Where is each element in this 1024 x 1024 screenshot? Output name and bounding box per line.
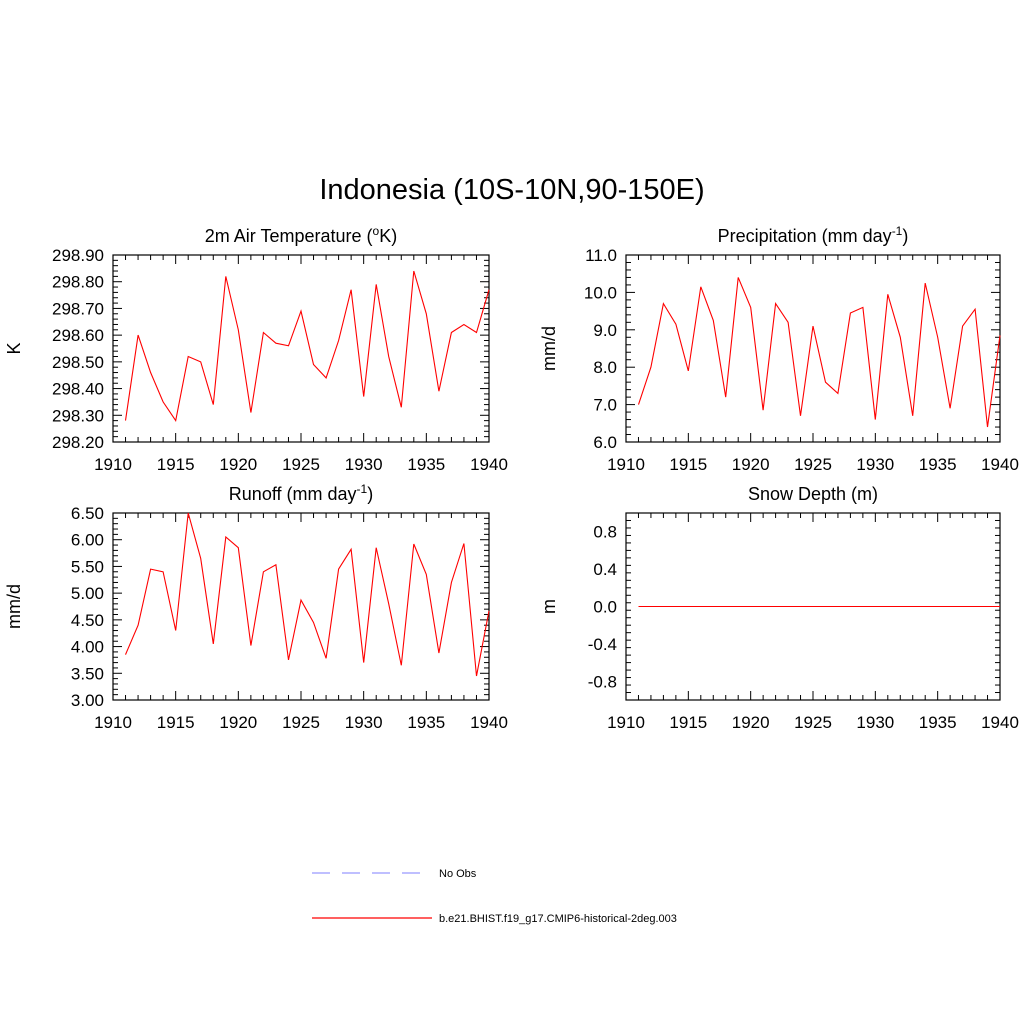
figure-title: Indonesia (10S-10N,90-150E) — [319, 174, 705, 206]
y-tick-label: -0.4 — [588, 635, 617, 654]
panel-title-end: ) — [367, 484, 373, 504]
x-tick-label: 1915 — [669, 713, 707, 732]
y-axis-label: mm/d — [539, 326, 559, 371]
legend: No Obs b.e21.BHIST.f19_g17.CMIP6-historic… — [312, 868, 677, 925]
y-tick-label: -0.8 — [588, 672, 617, 691]
panel-title-end: K) — [379, 226, 397, 246]
y-tick-label: 298.70 — [52, 299, 104, 318]
y-tick-label: 0.0 — [593, 598, 617, 617]
x-tick-label: 1920 — [219, 713, 257, 732]
y-axis-label: K — [4, 342, 24, 354]
y-tick-label: 298.60 — [52, 326, 104, 345]
y-tick-label: 6.00 — [71, 531, 104, 550]
x-tick-label: 1940 — [981, 455, 1019, 474]
panel-title-main: Snow Depth (m) — [748, 484, 878, 504]
y-tick-label: 298.20 — [52, 433, 104, 452]
x-tick-label: 1935 — [407, 455, 445, 474]
panel-title-main: 2m Air Temperature ( — [205, 226, 373, 246]
y-tick-label: 0.8 — [593, 523, 617, 542]
panel-title-main: Precipitation (mm day — [718, 226, 892, 246]
panel-title-superscript: o — [373, 224, 380, 238]
y-tick-label: 298.40 — [52, 380, 104, 399]
y-tick-label: 8.0 — [593, 358, 617, 377]
x-tick-label: 1910 — [607, 713, 645, 732]
x-tick-label: 1925 — [282, 713, 320, 732]
x-tick-label: 1920 — [732, 713, 770, 732]
y-tick-label: 298.30 — [52, 406, 104, 425]
y-tick-label: 6.50 — [71, 504, 104, 523]
x-tick-label: 1930 — [345, 455, 383, 474]
panel-title: 2m Air Temperature (oK) — [205, 224, 397, 246]
x-tick-label: 1925 — [794, 455, 832, 474]
x-tick-label: 1930 — [856, 455, 894, 474]
y-tick-label: 11.0 — [585, 246, 617, 265]
panel-title: Snow Depth (m) — [748, 484, 878, 504]
y-axis-label: m — [539, 599, 559, 614]
y-tick-label: 4.00 — [71, 638, 104, 657]
y-tick-label: 9.0 — [593, 321, 617, 340]
panel-title: Runoff (mm day-1) — [229, 482, 373, 504]
legend-label: No Obs — [439, 868, 477, 880]
chart-panel-2: 1910 1915 1920 1925 1930 1935 1940 6.0 7.0 8.0 9.0… — [539, 224, 1019, 474]
x-tick-label: 1915 — [157, 455, 195, 474]
y-tick-label: 298.80 — [52, 273, 104, 292]
chart-panel-3: 1910 1915 1920 1925 1930 1935 1940 3.00 3.50 4.00… — [4, 482, 508, 732]
y-tick-label: 10.0 — [584, 283, 617, 302]
panel-title-end: ) — [902, 226, 908, 246]
y-tick-label: 3.00 — [71, 691, 104, 710]
y-axis-label: mm/d — [4, 584, 24, 629]
x-tick-label: 1915 — [157, 713, 195, 732]
x-tick-label: 1920 — [732, 455, 770, 474]
y-tick-label: 298.90 — [52, 246, 104, 265]
panel-title-superscript: -1 — [357, 482, 368, 496]
plot-frame — [112, 254, 490, 443]
chart-panel-4: 1910 1915 1920 1925 1930 1935 1940 -0.8 -0.4 0.0 0… — [539, 484, 1019, 732]
x-tick-label: 1935 — [919, 713, 957, 732]
plot-frame — [112, 512, 490, 701]
panel-title: Precipitation (mm day-1) — [718, 224, 909, 246]
legend-label: b.e21.BHIST.f19_g17.CMIP6-historical-2de… — [439, 913, 677, 925]
x-tick-label: 1930 — [345, 713, 383, 732]
x-tick-label: 1910 — [94, 713, 132, 732]
x-tick-label: 1940 — [470, 713, 508, 732]
series-line — [124, 512, 490, 677]
x-tick-label: 1910 — [94, 455, 132, 474]
y-tick-label: 298.50 — [52, 353, 104, 372]
x-tick-label: 1925 — [282, 455, 320, 474]
y-tick-label: 6.0 — [593, 433, 617, 452]
series-line — [124, 270, 490, 423]
y-tick-label: 5.00 — [71, 584, 104, 603]
y-tick-label: 7.0 — [593, 396, 617, 415]
x-tick-label: 1940 — [981, 713, 1019, 732]
x-tick-label: 1940 — [470, 455, 508, 474]
y-tick-label: 5.50 — [71, 557, 104, 576]
x-tick-label: 1920 — [219, 455, 257, 474]
panel-title-main: Runoff (mm day — [229, 484, 357, 504]
y-tick-label: 3.50 — [71, 664, 104, 683]
x-tick-label: 1910 — [607, 455, 645, 474]
x-tick-label: 1925 — [794, 713, 832, 732]
x-tick-label: 1935 — [919, 455, 957, 474]
panel-title-superscript: -1 — [892, 224, 903, 238]
series-line — [637, 277, 1001, 428]
chart-panel-1: 1910 1915 1920 1925 1930 1935 1940 298.20 298.30… — [4, 224, 508, 474]
y-tick-label: 4.50 — [71, 611, 104, 630]
x-tick-label: 1930 — [856, 713, 894, 732]
x-tick-label: 1915 — [669, 455, 707, 474]
x-tick-label: 1935 — [407, 713, 445, 732]
y-tick-label: 0.4 — [593, 560, 617, 579]
